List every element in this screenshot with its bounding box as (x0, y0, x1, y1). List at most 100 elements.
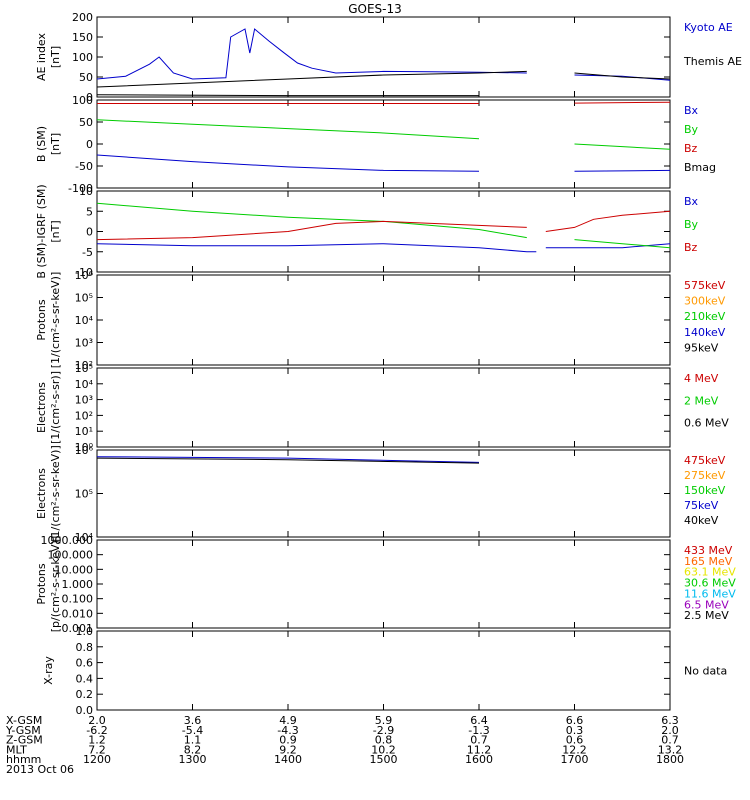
ytick-label: 5 (86, 205, 93, 218)
footer-value: 1.1 (184, 734, 202, 747)
legend-11-6-mev: 11.6 MeV (684, 587, 736, 600)
ylabel: [p/(cm²-s-sr-keV)] (49, 536, 62, 633)
series-line-themis-ae (574, 72, 671, 80)
footer-value: 0.7 (470, 734, 488, 747)
footer-value: 6.6 (566, 714, 584, 727)
no-data-label: No data (684, 665, 727, 678)
footer-value: 6.3 (661, 714, 679, 727)
x-axis-footer: X-GSM 2.0 3.6 4.9 5.9 6.4 6.6 6.3 Y-GSM -6.2 -5.4 -… (5, 714, 684, 776)
panel-frame (96, 190, 671, 273)
ytick-label: 0.2 (76, 688, 94, 701)
footer-value: -4.3 (277, 724, 298, 737)
ytick-label: 0 (86, 91, 93, 104)
footer-value: 0.7 (661, 734, 679, 747)
legend-475kev: 475keV (684, 454, 726, 467)
plot-title: GOES-13 (348, 2, 402, 16)
series-line-by (574, 239, 671, 249)
ytick-label: 10 (79, 185, 93, 198)
ytick-label: 10.000 (55, 563, 94, 576)
series-line-bmag (96, 94, 479, 97)
footer-value: 0.6 (566, 734, 584, 747)
footer-value: 1400 (274, 753, 302, 766)
ylabel: [nT] (49, 46, 62, 68)
footer-value: 9.2 (279, 743, 297, 756)
panel-8: 0.0 0.2 0.4 0.6 0.8 1.0 X-ray No data (42, 625, 727, 717)
series-line-40kev (96, 457, 480, 464)
footer-value: 5.9 (375, 714, 393, 727)
ylabel: X-ray (42, 656, 55, 685)
legend-63-1-mev: 63.1 MeV (684, 566, 736, 579)
legend-bx: Bx (684, 195, 699, 208)
ytick-label: 0 (86, 226, 93, 239)
ytick-label: 0 (86, 138, 93, 151)
legend-by: By (684, 218, 699, 231)
legend-575kev: 575keV (684, 279, 726, 292)
series-line-by (96, 202, 527, 239)
legend-by: By (684, 123, 699, 136)
footer-value: 1300 (179, 753, 207, 766)
footer-date: 2013 Oct 06 (6, 763, 74, 776)
ytick-label: 100.000 (48, 549, 94, 562)
legend-300kev: 300keV (684, 295, 726, 308)
footer-value: 0.3 (566, 724, 584, 737)
legend-75kev: 75keV (684, 499, 719, 512)
series-line-bz (96, 220, 527, 241)
footer-value: 8.2 (184, 743, 202, 756)
legend-2-mev: 2 MeV (684, 394, 719, 407)
footer-row-label: X-GSM (6, 714, 42, 727)
ylabel: B (SM) (35, 126, 48, 162)
legend-40kev: 40keV (684, 514, 719, 527)
legend-95kev: 95keV (684, 341, 719, 354)
ylabel: [nT] (49, 220, 62, 242)
ylabel: B (SM)-IGRF (SM) (35, 184, 48, 278)
series-line-bx (545, 243, 671, 249)
legend-275kev: 275keV (684, 469, 726, 482)
series-line-bx (96, 154, 480, 172)
ytick-label: 150 (72, 31, 93, 44)
ylabel: Electrons (35, 382, 48, 433)
ylabel: Protons (35, 563, 48, 604)
ytick-label: 100 (72, 94, 93, 107)
ytick-label: -100 (68, 182, 93, 195)
footer-value: 11.2 (467, 743, 492, 756)
series-line-bz (574, 101, 671, 104)
legend-433-mev: 433 MeV (684, 544, 733, 557)
footer-value: 12.2 (562, 743, 587, 756)
legend-210kev: 210keV (684, 310, 726, 323)
ytick-label: 0.4 (76, 672, 94, 685)
panel-frame (96, 367, 671, 448)
legend-165-mev: 165 MeV (684, 555, 733, 568)
series-line-by (574, 143, 671, 150)
series-line-kyoto-ae (96, 28, 527, 80)
series-line-bz (545, 210, 671, 232)
ytick-label: 10⁴ (75, 314, 94, 327)
ylabel: Protons (35, 299, 48, 340)
footer-value: -6.2 (86, 724, 107, 737)
footer-value: 6.4 (470, 714, 488, 727)
legend-bz: Bz (684, 241, 698, 254)
footer-value: -2.9 (373, 724, 394, 737)
ytick-label: 10² (75, 359, 93, 372)
ytick-label: 200 (72, 11, 93, 24)
ytick-label: 0.001 (62, 622, 94, 635)
ytick-label: -50 (75, 160, 93, 173)
ylabel: [nT] (49, 133, 62, 155)
footer-value: 10.2 (371, 743, 396, 756)
panel-5: 10⁰ 10¹ 10² 10³ 10⁴ 10⁵ Electrons [1/(cm²-s-sr)… (35, 362, 729, 454)
panel-frame (96, 274, 671, 366)
ytick-label: 1.0 (76, 625, 94, 638)
footer-value: 7.2 (88, 743, 106, 756)
footer-row-label: Z-GSM (6, 734, 43, 747)
footer-value: -1.3 (468, 724, 489, 737)
footer-value: -5.4 (182, 724, 203, 737)
legend-150kev: 150keV (684, 484, 726, 497)
ylabel: Electrons (35, 468, 48, 519)
series-line-bx (574, 169, 671, 172)
ytick-label: 1000.000 (41, 534, 94, 547)
ytick-label: 10⁰ (75, 441, 94, 454)
footer-value: 0.8 (375, 734, 393, 747)
ylabel: [1/(cm²-s-sr-keV)] (49, 272, 62, 369)
